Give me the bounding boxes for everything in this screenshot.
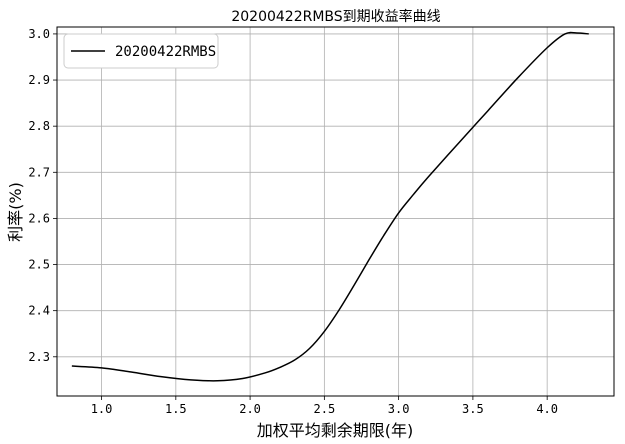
x-tick-label: 2.0	[239, 402, 261, 416]
y-tick-label: 2.6	[28, 211, 50, 225]
series-line	[71, 31, 589, 382]
x-tick-label: 3.0	[388, 402, 410, 416]
y-tick-label: 2.4	[28, 304, 50, 318]
x-tick-label: 4.0	[536, 402, 558, 416]
legend: 20200422RMBS	[63, 33, 219, 69]
y-axis-ticks: 2.3 2.4 2.5 2.6 2.7 2.8 2.9 3.0	[28, 27, 57, 364]
x-axis-label: 加权平均剩余期限(年)	[257, 421, 414, 440]
y-tick-label: 2.9	[28, 73, 50, 87]
legend-box	[63, 33, 219, 69]
chart-title: 20200422RMBS到期收益率曲线	[231, 8, 440, 25]
x-axis-ticks: 1.0 1.5 2.0 2.5 3.0 3.5 4.0	[91, 396, 558, 416]
y-tick-label: 2.3	[28, 350, 50, 364]
grid	[57, 27, 614, 396]
y-tick-label: 2.8	[28, 119, 50, 133]
legend-label: 20200422RMBS	[115, 44, 216, 60]
y-axis-label: 利率(%)	[6, 182, 25, 242]
y-tick-label: 2.5	[28, 258, 50, 272]
x-tick-label: 1.0	[91, 402, 113, 416]
plot-frame	[56, 26, 615, 397]
y-tick-label: 3.0	[28, 27, 50, 41]
x-tick-label: 2.5	[314, 402, 336, 416]
series-layer	[71, 31, 589, 382]
x-tick-label: 1.5	[165, 402, 187, 416]
y-tick-label: 2.7	[28, 165, 50, 179]
x-tick-label: 3.5	[462, 402, 484, 416]
